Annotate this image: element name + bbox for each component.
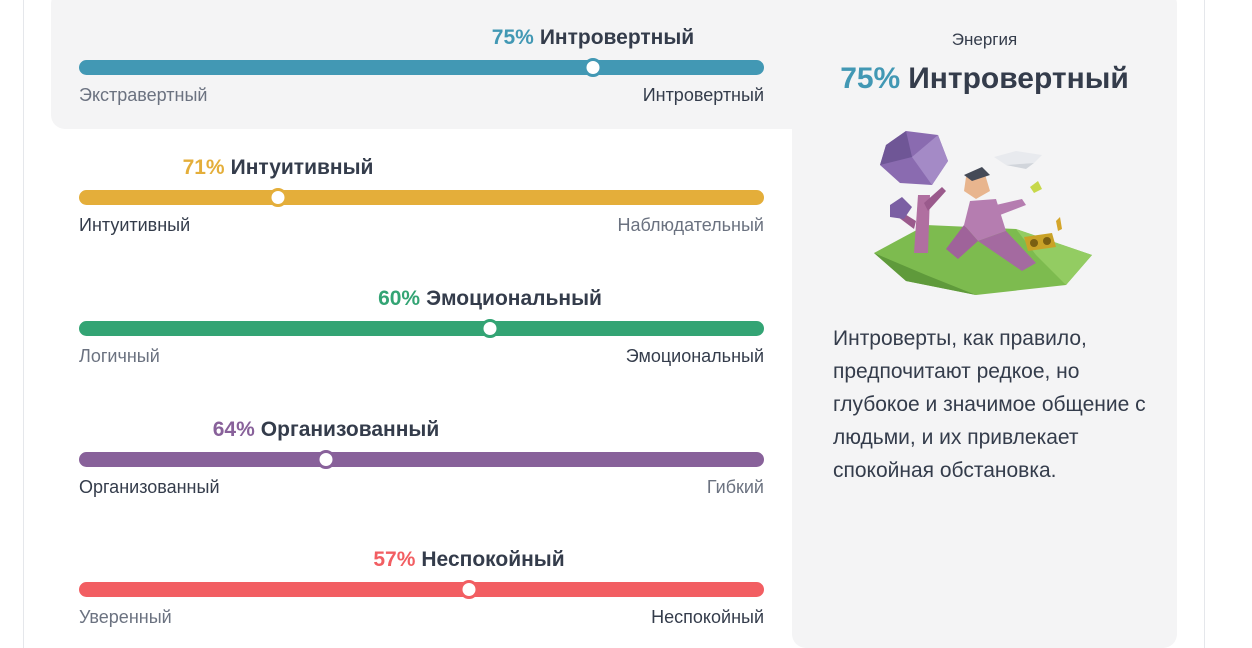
trait-right-label: Неспокойный: [651, 607, 764, 627]
trait-scale-title: 71% Интуитивный: [183, 156, 374, 180]
introvert-illustration: [874, 131, 1092, 295]
trait-left-label: Уверенный: [79, 607, 172, 627]
trait-left-label: Интуитивный: [79, 215, 191, 235]
trait-name: Неспокойный: [421, 548, 565, 571]
trait-left-label: Логичный: [79, 346, 160, 366]
trait-track: [79, 582, 764, 597]
trait-scale[interactable]: 75% Интровертный Экстравертный Интровертный: [79, 26, 764, 126]
trait-marker: [480, 319, 500, 338]
trait-marker: [583, 58, 603, 77]
trait-percent: 60%: [378, 287, 421, 310]
trait-description: Интроверты, как правило, предпочитают ре…: [833, 327, 1146, 482]
trait-left-label: Организованный: [79, 477, 220, 497]
trait-right-label: Наблюдательный: [617, 215, 764, 235]
trait-detail-percent: 75%: [840, 62, 901, 95]
trait-track: [79, 452, 764, 467]
trait-left-label: Экстравертный: [79, 85, 208, 105]
trait-scale[interactable]: 57% Неспокойный Уверенный Неспокойный: [79, 548, 764, 648]
trait-percent: 75%: [491, 26, 534, 49]
trait-scale[interactable]: 71% Интуитивный Интуитивный Наблюдательный: [79, 156, 764, 256]
trait-right-label: Гибкий: [706, 477, 764, 497]
trait-right-label: Эмоциональный: [625, 346, 764, 366]
trait-name: Интровертный: [539, 26, 695, 49]
trait-marker: [268, 188, 288, 207]
trait-name: Интуитивный: [230, 156, 374, 179]
trait-name: Организованный: [260, 418, 440, 441]
trait-name: Эмоциональный: [426, 287, 602, 310]
trait-track: [79, 321, 764, 336]
trait-marker: [316, 450, 336, 469]
trait-scale-title: 60% Эмоциональный: [378, 287, 602, 311]
trait-percent: 71%: [182, 156, 225, 179]
trait-scale-title: 57% Неспокойный: [373, 548, 564, 572]
trait-category-title: Энергия: [951, 30, 1018, 49]
trait-detail-heading: 75% Интровертный: [792, 62, 1177, 96]
trait-detail-panel: [773, 0, 1177, 648]
trait-right-label: Интровертный: [642, 85, 764, 105]
trait-percent: 57%: [373, 548, 416, 571]
trait-detail-name: Интровертный: [908, 62, 1129, 95]
trait-marker: [459, 580, 479, 599]
trait-scale[interactable]: 64% Организованный Организованный Гибкий: [79, 418, 764, 518]
trait-track: [79, 60, 764, 75]
trait-track: [79, 190, 764, 205]
trait-scale-title: 75% Интровертный: [492, 26, 694, 50]
trait-scale-title: 64% Организованный: [213, 418, 439, 442]
trait-percent: 64%: [212, 418, 255, 441]
trait-scale[interactable]: 60% Эмоциональный Логичный Эмоциональный: [79, 287, 764, 387]
